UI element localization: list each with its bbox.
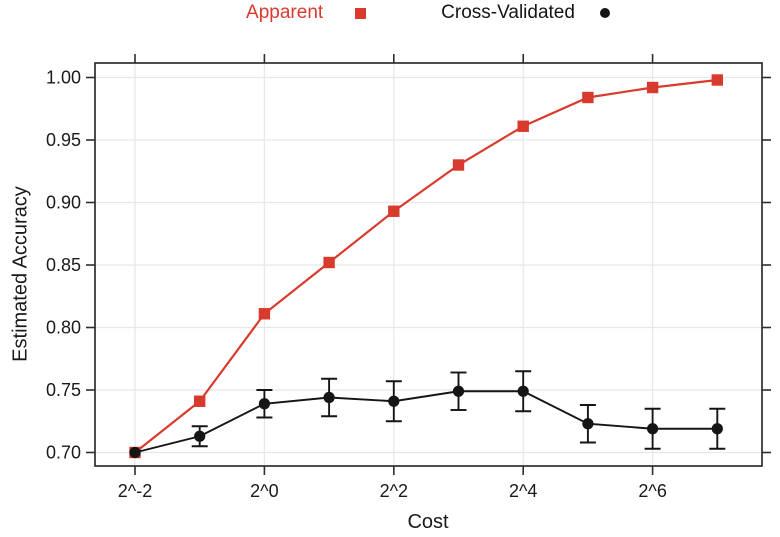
- legend-square-marker-icon: [355, 7, 367, 19]
- x-tick-label: 2^2: [380, 481, 408, 501]
- y-tick-label: 0.70: [46, 443, 81, 463]
- cross-validated-point: [517, 385, 529, 397]
- y-tick-label: 0.95: [46, 130, 81, 150]
- legend-item-apparent: Apparent: [246, 2, 367, 24]
- apparent-point: [582, 91, 594, 104]
- x-tick-label: 2^4: [509, 481, 537, 501]
- x-tick-label: 2^0: [250, 481, 278, 501]
- apparent-point: [323, 256, 335, 269]
- legend-label-cross-validated: Cross-Validated: [441, 2, 575, 23]
- cross-validated-point: [452, 385, 465, 397]
- y-axis-title: Estimated Accuracy: [9, 186, 32, 362]
- cross-validated-point: [582, 418, 594, 430]
- legend-item-cross-validated: Cross-Validated: [441, 2, 610, 24]
- x-tick-label: 2^-2: [118, 481, 152, 501]
- cross-validated-point: [711, 423, 723, 435]
- x-axis-title: Cost: [407, 511, 449, 533]
- apparent-line: [134, 78, 718, 454]
- y-tick-label: 0.75: [46, 380, 81, 400]
- cross-validated-point: [388, 395, 400, 407]
- cross-validated-point: [258, 398, 270, 410]
- cross-validated-point: [647, 423, 659, 435]
- y-tick-label: 1.00: [46, 68, 81, 88]
- apparent-point: [646, 81, 659, 94]
- y-tick-label: 0.85: [46, 255, 81, 275]
- apparent-point: [517, 120, 529, 132]
- cross-validated-line: [134, 390, 718, 454]
- apparent-point: [452, 159, 465, 171]
- apparent-point: [258, 308, 271, 320]
- x-tick-label: 2^6: [638, 481, 666, 501]
- apparent-point: [388, 205, 400, 217]
- legend-label-apparent: Apparent: [246, 2, 324, 23]
- cross-validated-point: [129, 446, 141, 459]
- legend-circle-marker-icon: [599, 8, 610, 18]
- y-tick-label: 0.80: [46, 318, 81, 338]
- apparent-point: [194, 395, 206, 407]
- y-tick-label: 0.90: [46, 193, 81, 213]
- cross-validated-point: [194, 430, 206, 442]
- cross-validated-point: [323, 391, 335, 404]
- legend: Apparent Cross-Validated: [94, 1, 762, 25]
- apparent-point: [711, 74, 723, 86]
